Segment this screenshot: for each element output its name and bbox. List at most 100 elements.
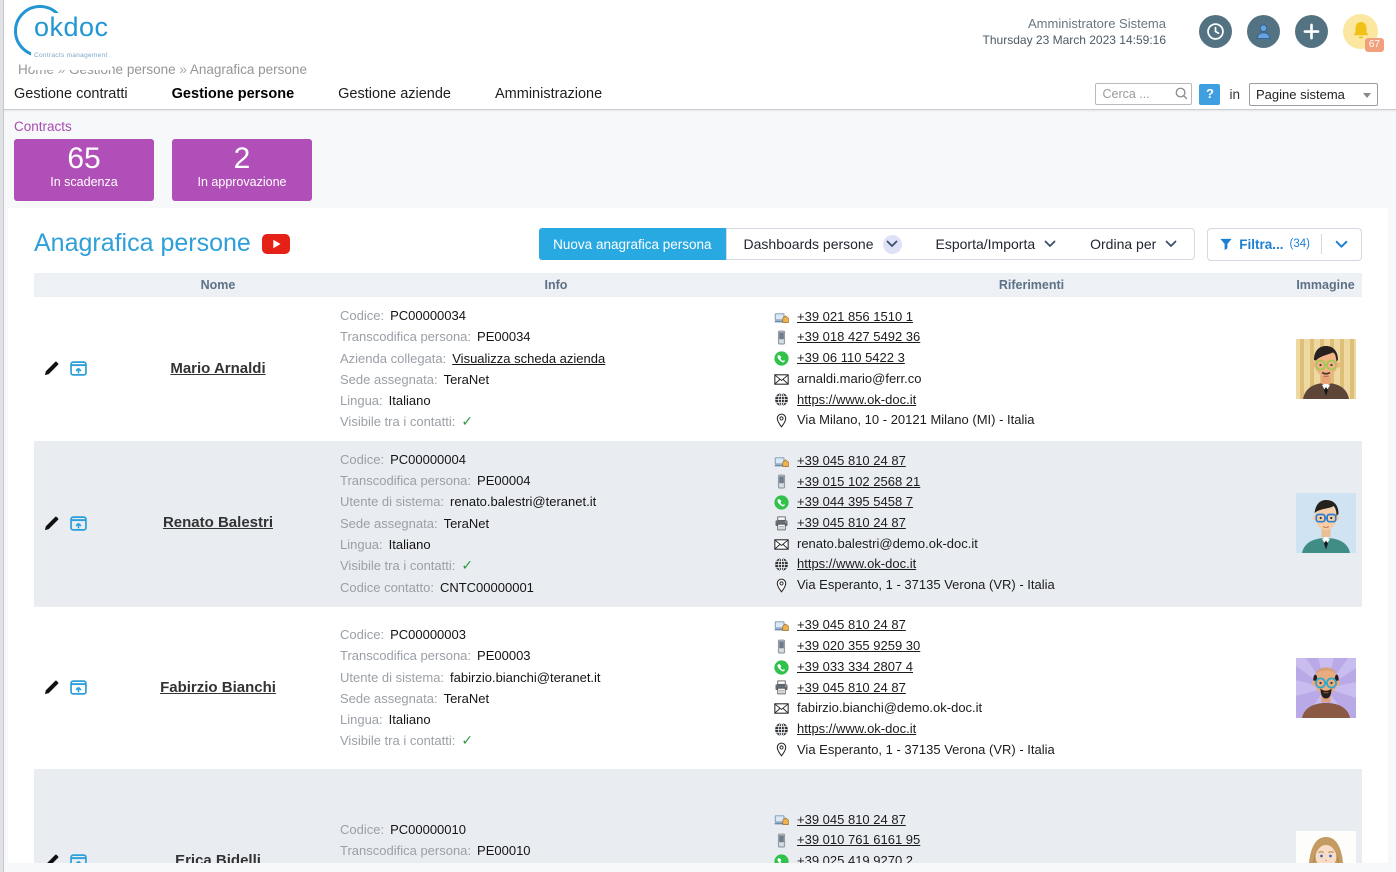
office-phone-icon <box>774 812 789 827</box>
info-line: Sede assegnata:TeraNet <box>340 369 774 390</box>
info-line: Lingua: Italiano <box>340 390 774 411</box>
phone-value[interactable]: +39 044 395 5458 7 <box>797 492 913 513</box>
chevron-down-icon <box>1044 240 1056 248</box>
website-icon <box>774 557 789 572</box>
open-record-icon[interactable] <box>70 679 87 696</box>
ref-line: https://www.ok-doc.it <box>774 390 1289 411</box>
edit-icon[interactable] <box>43 679 60 696</box>
check-icon: ✓ <box>461 730 473 751</box>
people-table-header: Nome Info Riferimenti Immagine <box>34 273 1362 296</box>
ref-line: +39 044 395 5458 7 <box>774 492 1289 513</box>
row-image-cell <box>1289 658 1362 718</box>
phone-value[interactable]: +39 06 110 5422 3 <box>797 348 905 369</box>
edit-icon[interactable] <box>43 360 60 377</box>
okdoc-logo[interactable]: okdoc Contracts management <box>14 2 144 60</box>
fax-value[interactable]: +39 045 810 24 87 <box>797 678 906 699</box>
nav-item-gestione-contratti[interactable]: Gestione contratti <box>14 86 128 102</box>
info-label: Sede assegnata: <box>340 513 438 534</box>
collapsed-side-panel[interactable] <box>0 0 4 872</box>
check-icon: ✓ <box>461 555 473 576</box>
phone-value[interactable]: +39 025 419 9270 2 <box>797 851 913 863</box>
info-line: Codice contatto:CNTC00000001 <box>340 577 774 598</box>
open-record-icon[interactable] <box>70 360 87 377</box>
history-button[interactable] <box>1199 15 1232 48</box>
info-value: Italiano <box>389 390 431 411</box>
person-avatar[interactable] <box>1296 339 1356 399</box>
ref-line: +39 018 427 5492 36 <box>774 327 1289 348</box>
person-avatar[interactable] <box>1296 831 1356 863</box>
toolbar-menu-esporta-importa[interactable]: Esporta/Importa <box>919 229 1074 259</box>
info-line: Codice:PC00000004 <box>340 449 774 470</box>
email-icon <box>774 372 789 387</box>
mobile-phone-value[interactable]: +39 020 355 9259 30 <box>797 636 920 657</box>
website-value[interactable]: https://www.ok-doc.it <box>797 719 916 740</box>
info-line: Sede assegnata:TeraNet <box>340 688 774 709</box>
breadcrumb-item[interactable]: Anagrafica persone <box>190 62 307 77</box>
mobile-phone-value[interactable]: +39 010 761 6161 95 <box>797 830 920 851</box>
nav-item-gestione-persone[interactable]: Gestione persone <box>172 86 294 102</box>
notifications-button[interactable]: 67 <box>1343 14 1378 49</box>
info-line: Sede assegnata:TeraNet <box>340 513 774 534</box>
create-new-button[interactable] <box>1295 15 1328 48</box>
info-label: Sede assegnata: <box>340 861 438 863</box>
open-record-icon[interactable] <box>70 515 87 532</box>
person-name-link[interactable]: Erica Bidelli <box>175 852 261 863</box>
search-scope-select[interactable]: Pagine sistema <box>1249 83 1378 106</box>
nav-item-amministrazione[interactable]: Amministrazione <box>495 86 602 102</box>
info-value: TeraNet <box>444 861 490 863</box>
filter-chevron-button[interactable] <box>1322 240 1361 249</box>
search-help-button[interactable]: ? <box>1199 84 1220 105</box>
mobile-phone-icon <box>774 639 789 654</box>
profile-button[interactable] <box>1247 15 1280 48</box>
toolbar-menu-ordina-per[interactable]: Ordina per <box>1073 229 1194 259</box>
person-name-link[interactable]: Renato Balestri <box>163 514 273 531</box>
open-record-icon[interactable] <box>70 853 87 863</box>
info-label: Transcodifica persona: <box>340 470 471 491</box>
website-icon <box>774 722 789 737</box>
info-label: Visibile tra i contatti: <box>340 730 455 751</box>
office-phone-value[interactable]: +39 045 810 24 87 <box>797 810 906 831</box>
main-nav: Gestione contratti Gestione persone Gestio… <box>0 79 1396 110</box>
office-phone-value[interactable]: +39 021 856 1510 1 <box>797 307 913 328</box>
row-name-cell: Erica Bidelli <box>98 852 338 863</box>
contracts-kpi-card[interactable]: 2In approvazione <box>172 139 312 201</box>
info-label: Codice: <box>340 305 384 326</box>
phone-icon <box>774 351 789 366</box>
person-name-link[interactable]: Fabirzio Bianchi <box>160 679 276 696</box>
office-phone-value[interactable]: +39 045 810 24 87 <box>797 615 906 636</box>
chevron-down-icon <box>1165 240 1177 248</box>
mobile-phone-value[interactable]: +39 018 427 5492 36 <box>797 327 920 348</box>
filter-button[interactable]: Filtra... (34) <box>1208 237 1321 252</box>
person-avatar[interactable] <box>1296 658 1356 718</box>
info-label: Lingua: <box>340 390 383 411</box>
info-line: Visibile tra i contatti: ✓ <box>340 411 774 432</box>
info-line: Utente di sistema:fabirzio.bianchi@teran… <box>340 667 774 688</box>
new-person-button[interactable]: Nuova anagrafica persona <box>539 228 725 260</box>
filter-group: Filtra... (34) <box>1207 228 1362 261</box>
youtube-help-icon[interactable] <box>262 234 290 254</box>
search-icon <box>1174 86 1189 101</box>
website-value[interactable]: https://www.ok-doc.it <box>797 554 916 575</box>
column-header-info: Info <box>338 278 774 292</box>
info-value-link[interactable]: Visualizza scheda azienda <box>452 348 605 369</box>
fax-value[interactable]: +39 045 810 24 87 <box>797 513 906 534</box>
phone-value[interactable]: +39 033 334 2807 4 <box>797 657 913 678</box>
check-icon: ✓ <box>461 411 473 432</box>
info-label: Visibile tra i contatti: <box>340 411 455 432</box>
office-phone-value[interactable]: +39 045 810 24 87 <box>797 451 906 472</box>
website-value[interactable]: https://www.ok-doc.it <box>797 390 916 411</box>
menu-label: Esporta/Importa <box>936 236 1036 252</box>
edit-icon[interactable] <box>43 853 60 863</box>
nav-item-gestione-aziende[interactable]: Gestione aziende <box>338 86 451 102</box>
contracts-kpi-card[interactable]: 65In scadenza <box>14 139 154 201</box>
main-nav-items: Gestione contratti Gestione persone Gestio… <box>14 86 646 102</box>
mobile-phone-value[interactable]: +39 015 102 2568 21 <box>797 472 920 493</box>
info-value: renato.balestri@teranet.it <box>450 491 596 512</box>
kpi-label: In scadenza <box>14 175 154 190</box>
edit-icon[interactable] <box>43 515 60 532</box>
toolbar-menu-dashboards-persone[interactable]: Dashboards persone <box>727 229 919 259</box>
person-avatar[interactable] <box>1296 493 1356 553</box>
info-value: CNTC00000001 <box>440 577 534 598</box>
info-value: TeraNet <box>444 688 490 709</box>
person-name-link[interactable]: Mario Arnaldi <box>170 360 265 377</box>
